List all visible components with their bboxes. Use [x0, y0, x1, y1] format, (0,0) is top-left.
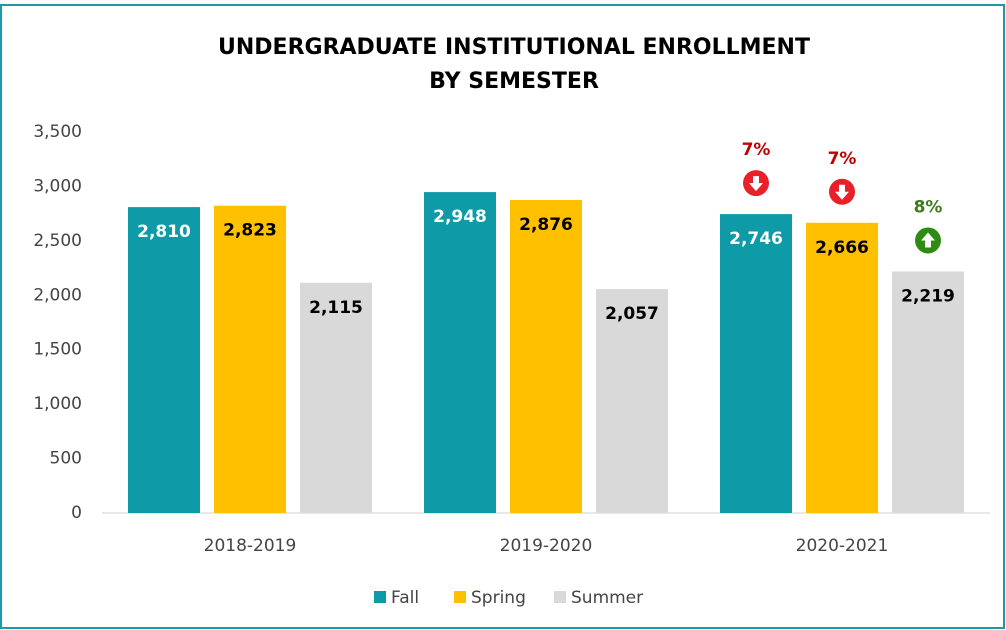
bar — [300, 282, 372, 513]
bar — [806, 222, 878, 513]
change-arrow — [835, 184, 849, 200]
bar — [128, 207, 200, 513]
chart-title: UNDERGRADUATE INSTITUTIONAL ENROLLMENT — [218, 35, 810, 60]
x-tick-label: 2020-2021 — [796, 536, 889, 556]
legend-label: Summer — [571, 588, 643, 608]
y-tick-label: 2,500 — [33, 231, 82, 251]
bar — [720, 214, 792, 513]
data-label: 2,057 — [605, 304, 659, 324]
legend-swatch — [554, 591, 566, 603]
y-tick-label: 2,000 — [33, 285, 82, 305]
bar — [214, 205, 286, 513]
data-label: 2,746 — [729, 229, 783, 249]
data-label: 2,810 — [137, 222, 191, 242]
data-label: 2,115 — [309, 298, 363, 318]
y-tick-label: 500 — [50, 449, 82, 469]
change-label: 7% — [742, 140, 771, 160]
change-arrow — [749, 176, 763, 192]
y-tick-label: 1,500 — [33, 340, 82, 360]
y-tick-label: 3,500 — [33, 122, 82, 142]
data-label: 2,823 — [223, 221, 277, 241]
bar — [424, 192, 496, 513]
change-label: 8% — [914, 197, 943, 217]
legend-swatch — [454, 591, 466, 603]
bar — [510, 199, 582, 513]
change-label: 7% — [828, 149, 857, 169]
bar — [892, 271, 964, 513]
x-tick-label: 2019-2020 — [500, 536, 593, 556]
x-tick-label: 2018-2019 — [204, 536, 297, 556]
bar — [596, 289, 668, 513]
y-tick-label: 3,000 — [33, 176, 82, 196]
y-tick-label: 0 — [71, 503, 82, 523]
legend-swatch — [374, 591, 386, 603]
legend-label: Fall — [391, 588, 419, 608]
data-label: 2,666 — [815, 238, 869, 258]
chart-title: BY SEMESTER — [429, 69, 599, 94]
change-arrow — [921, 232, 935, 248]
data-label: 2,876 — [519, 215, 573, 235]
data-label: 2,219 — [901, 286, 955, 306]
legend-label: Spring — [471, 588, 526, 608]
data-label: 2,948 — [433, 207, 487, 227]
y-tick-label: 1,000 — [33, 394, 82, 414]
